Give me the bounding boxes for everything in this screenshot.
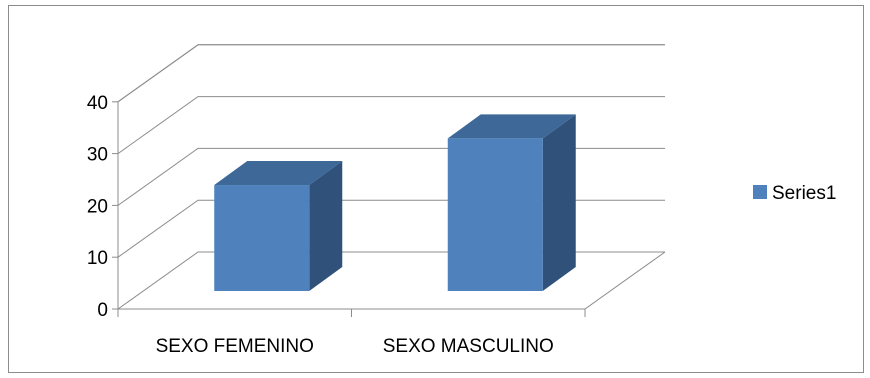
- bar: [448, 114, 576, 291]
- y-tick-label: 40: [87, 93, 108, 114]
- bars: [214, 114, 576, 291]
- gridline: [118, 45, 665, 102]
- x-axis-tick-labels: SEXO FEMENINO SEXO MASCULINO: [156, 336, 554, 357]
- x-tick-label: SEXO MASCULINO: [383, 336, 554, 357]
- gridlines: [118, 45, 665, 309]
- gridline: [118, 45, 198, 102]
- y-tick-label: 10: [87, 248, 108, 269]
- gridline: [118, 148, 665, 205]
- bar-front: [448, 138, 543, 291]
- chart-walls: [118, 102, 665, 309]
- legend-label: Series1: [772, 183, 836, 204]
- y-tick-label: 0: [97, 300, 108, 321]
- bar-side: [543, 114, 576, 291]
- gridline: [118, 97, 665, 154]
- legend-swatch: [753, 185, 767, 199]
- y-axis-tick-labels: 0 10 20 30 40: [87, 93, 108, 321]
- gridline: [118, 200, 665, 257]
- gridline: [118, 252, 665, 309]
- x-tick-label: SEXO FEMENINO: [156, 336, 314, 357]
- floor-edge: [118, 252, 665, 309]
- bar: [214, 161, 342, 291]
- y-tick-label: 30: [87, 145, 108, 166]
- legend: Series1: [753, 183, 836, 204]
- bar-front: [214, 185, 309, 291]
- y-tick-label: 20: [87, 196, 108, 217]
